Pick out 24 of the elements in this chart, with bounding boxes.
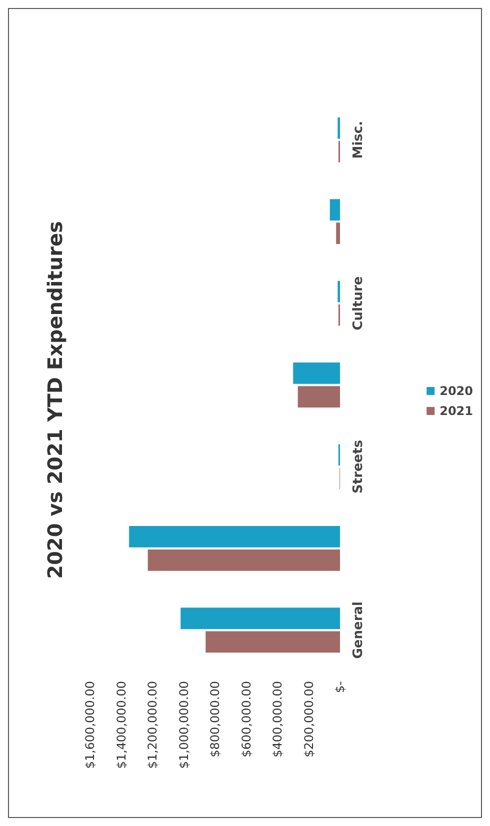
y-tick-label: General: [351, 602, 366, 659]
bar: [330, 199, 340, 220]
bar: [148, 550, 340, 571]
bar: [336, 222, 340, 244]
x-tick-label: $800,000.00: [208, 681, 222, 758]
y-tick-label: Misc.: [351, 120, 366, 159]
x-tick-label: $1,400,000.00: [114, 681, 128, 769]
bar: [129, 526, 340, 548]
x-tick-label: $400,000.00: [270, 681, 284, 758]
bar: [206, 631, 340, 653]
x-tick-label: $200,000.00: [302, 681, 316, 758]
x-tick-label: $600,000.00: [239, 681, 254, 758]
x-tick-label: $-: [333, 681, 347, 693]
text: 2020 vs 2021 YTD Expenditures: [43, 221, 67, 579]
y-tick-label: Streets: [351, 440, 366, 494]
x-tick-label: $1,000,000.00: [176, 681, 191, 769]
legend-label: 2020: [440, 384, 474, 398]
bar: [293, 362, 340, 384]
y-tick-label: Culture: [351, 276, 366, 330]
x-tick-label: $1,200,000.00: [146, 681, 160, 769]
legend-label: 2021: [440, 404, 474, 418]
x-tick-label: $1,600,000.00: [83, 681, 97, 769]
bar: [180, 608, 340, 630]
bar: [298, 386, 340, 408]
